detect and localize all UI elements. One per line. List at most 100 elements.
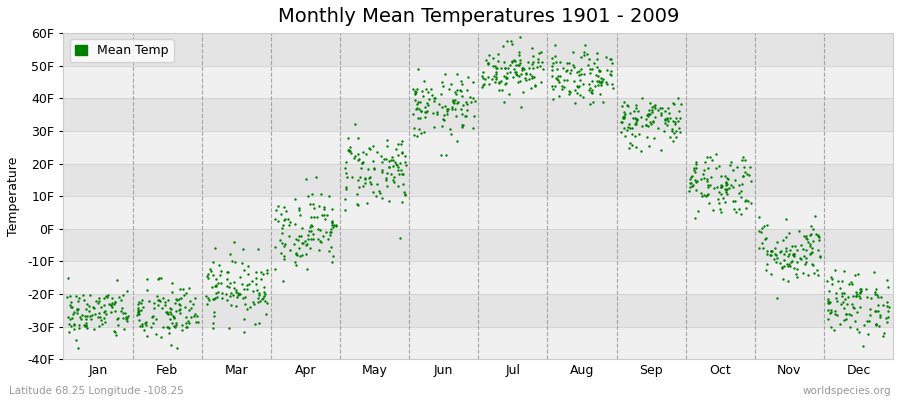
Point — [293, 253, 308, 260]
Point — [592, 68, 607, 74]
Bar — [63, 261, 893, 294]
Point — [373, 190, 387, 196]
Point — [278, 208, 293, 214]
Point — [528, 82, 543, 89]
Point — [63, 316, 77, 322]
Point — [508, 69, 523, 75]
Point — [824, 307, 839, 314]
Point — [379, 156, 393, 162]
Point — [101, 292, 115, 298]
Point — [519, 77, 534, 83]
Point — [773, 248, 788, 254]
Point — [179, 320, 194, 326]
Point — [509, 72, 524, 78]
Point — [476, 75, 491, 81]
Point — [734, 210, 748, 217]
Point — [450, 100, 464, 106]
Point — [800, 239, 814, 246]
Point — [780, 253, 795, 260]
Point — [251, 294, 266, 301]
Point — [160, 311, 175, 317]
Point — [870, 302, 885, 308]
Point — [281, 216, 295, 222]
Point — [351, 151, 365, 157]
Point — [253, 298, 267, 304]
Point — [760, 266, 774, 273]
Point — [498, 58, 512, 65]
Point — [852, 304, 867, 310]
Point — [209, 282, 223, 289]
Point — [418, 114, 432, 120]
Point — [410, 99, 425, 105]
Point — [499, 73, 513, 80]
Point — [734, 194, 748, 200]
Point — [477, 81, 491, 88]
Point — [76, 312, 90, 318]
Point — [813, 253, 827, 259]
Point — [391, 152, 405, 158]
Point — [688, 168, 702, 175]
Point — [240, 270, 255, 277]
Point — [97, 314, 112, 321]
Point — [338, 165, 352, 172]
Point — [427, 95, 441, 101]
Point — [135, 323, 149, 329]
Point — [464, 99, 478, 106]
Point — [226, 292, 240, 298]
Point — [689, 161, 704, 167]
Point — [120, 288, 134, 294]
Point — [702, 199, 716, 206]
Point — [251, 246, 266, 252]
Point — [62, 302, 77, 309]
Point — [625, 142, 639, 148]
Point — [151, 302, 166, 308]
Point — [764, 271, 778, 278]
Point — [598, 79, 613, 86]
Point — [417, 129, 431, 135]
Point — [80, 325, 94, 332]
Point — [305, 222, 320, 229]
Point — [738, 198, 752, 204]
Point — [500, 80, 514, 86]
Point — [562, 90, 576, 97]
Point — [64, 299, 78, 306]
Point — [502, 62, 517, 68]
Point — [623, 124, 637, 131]
Point — [109, 332, 123, 338]
Point — [752, 214, 766, 220]
Point — [641, 111, 655, 118]
Point — [338, 207, 352, 213]
Point — [798, 233, 813, 239]
Point — [544, 73, 559, 80]
Point — [778, 216, 793, 222]
Point — [410, 86, 424, 92]
Point — [628, 133, 643, 140]
Point — [718, 198, 733, 205]
Point — [151, 297, 166, 304]
Point — [79, 323, 94, 329]
Point — [427, 124, 441, 130]
Point — [616, 114, 631, 121]
Point — [693, 176, 707, 182]
Point — [617, 125, 632, 131]
Point — [410, 101, 425, 107]
Point — [770, 238, 784, 245]
Point — [441, 106, 455, 112]
Point — [695, 193, 709, 200]
Point — [338, 196, 352, 202]
Point — [787, 251, 801, 257]
Point — [805, 261, 819, 268]
Point — [224, 302, 238, 308]
Point — [868, 308, 883, 314]
Point — [113, 308, 128, 314]
Point — [590, 49, 604, 56]
Point — [512, 49, 526, 55]
Point — [552, 78, 566, 85]
Point — [303, 236, 318, 242]
Point — [615, 119, 629, 125]
Point — [593, 78, 608, 85]
Point — [422, 96, 436, 102]
Point — [250, 287, 265, 294]
Point — [92, 323, 106, 330]
Point — [513, 60, 527, 66]
